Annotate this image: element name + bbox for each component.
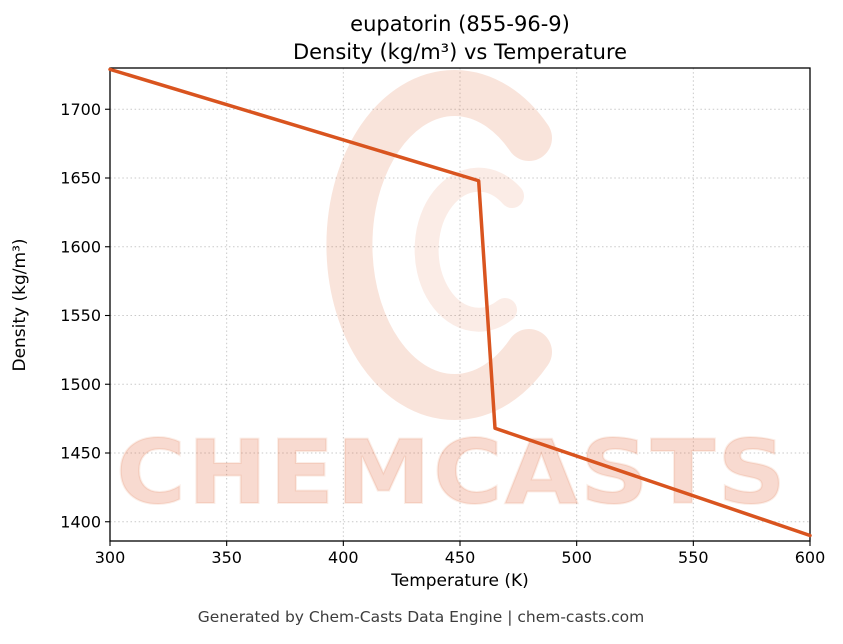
chemcasts-watermark: CHEMCASTS: [115, 70, 788, 525]
x-tick-label: 500: [561, 548, 592, 567]
x-tick-label: 550: [678, 548, 709, 567]
density-series: [108, 67, 812, 538]
chart-title-line2: Density (kg/m³) vs Temperature: [293, 40, 627, 64]
x-tick-label: 350: [211, 548, 242, 567]
x-tick-label: 400: [328, 548, 359, 567]
y-axis-label: Density (kg/m³): [10, 238, 30, 371]
x-axis-label: Temperature (K): [390, 571, 529, 591]
y-tick-label: 1450: [60, 444, 101, 463]
chemcasts-logo-swirl-icon: [414, 167, 524, 332]
watermark-text: CHEMCASTS: [116, 421, 788, 524]
y-tick-label: 1550: [60, 306, 101, 325]
chemcasts-logo-icon: [326, 70, 552, 420]
y-tick-label: 1500: [60, 375, 101, 394]
plot-frame: [109, 67, 811, 542]
x-tick-label: 450: [445, 548, 476, 567]
axes: 300 350 400 450 500 550 600 1400 1450 1500 1550 160…: [60, 67, 826, 567]
chart-title-line1: eupatorin (855-96-9): [350, 12, 570, 36]
footer-credit: Generated by Chem-Casts Data Engine | ch…: [198, 608, 644, 626]
y-tick-label: 1600: [60, 237, 101, 256]
x-tick-label: 600: [795, 548, 826, 567]
y-tick-label: 1400: [60, 512, 101, 531]
density-line: [108, 67, 812, 538]
x-tick-label: 300: [95, 548, 126, 567]
y-tick-label: 1650: [60, 169, 101, 188]
y-tick-label: 1700: [60, 100, 101, 119]
